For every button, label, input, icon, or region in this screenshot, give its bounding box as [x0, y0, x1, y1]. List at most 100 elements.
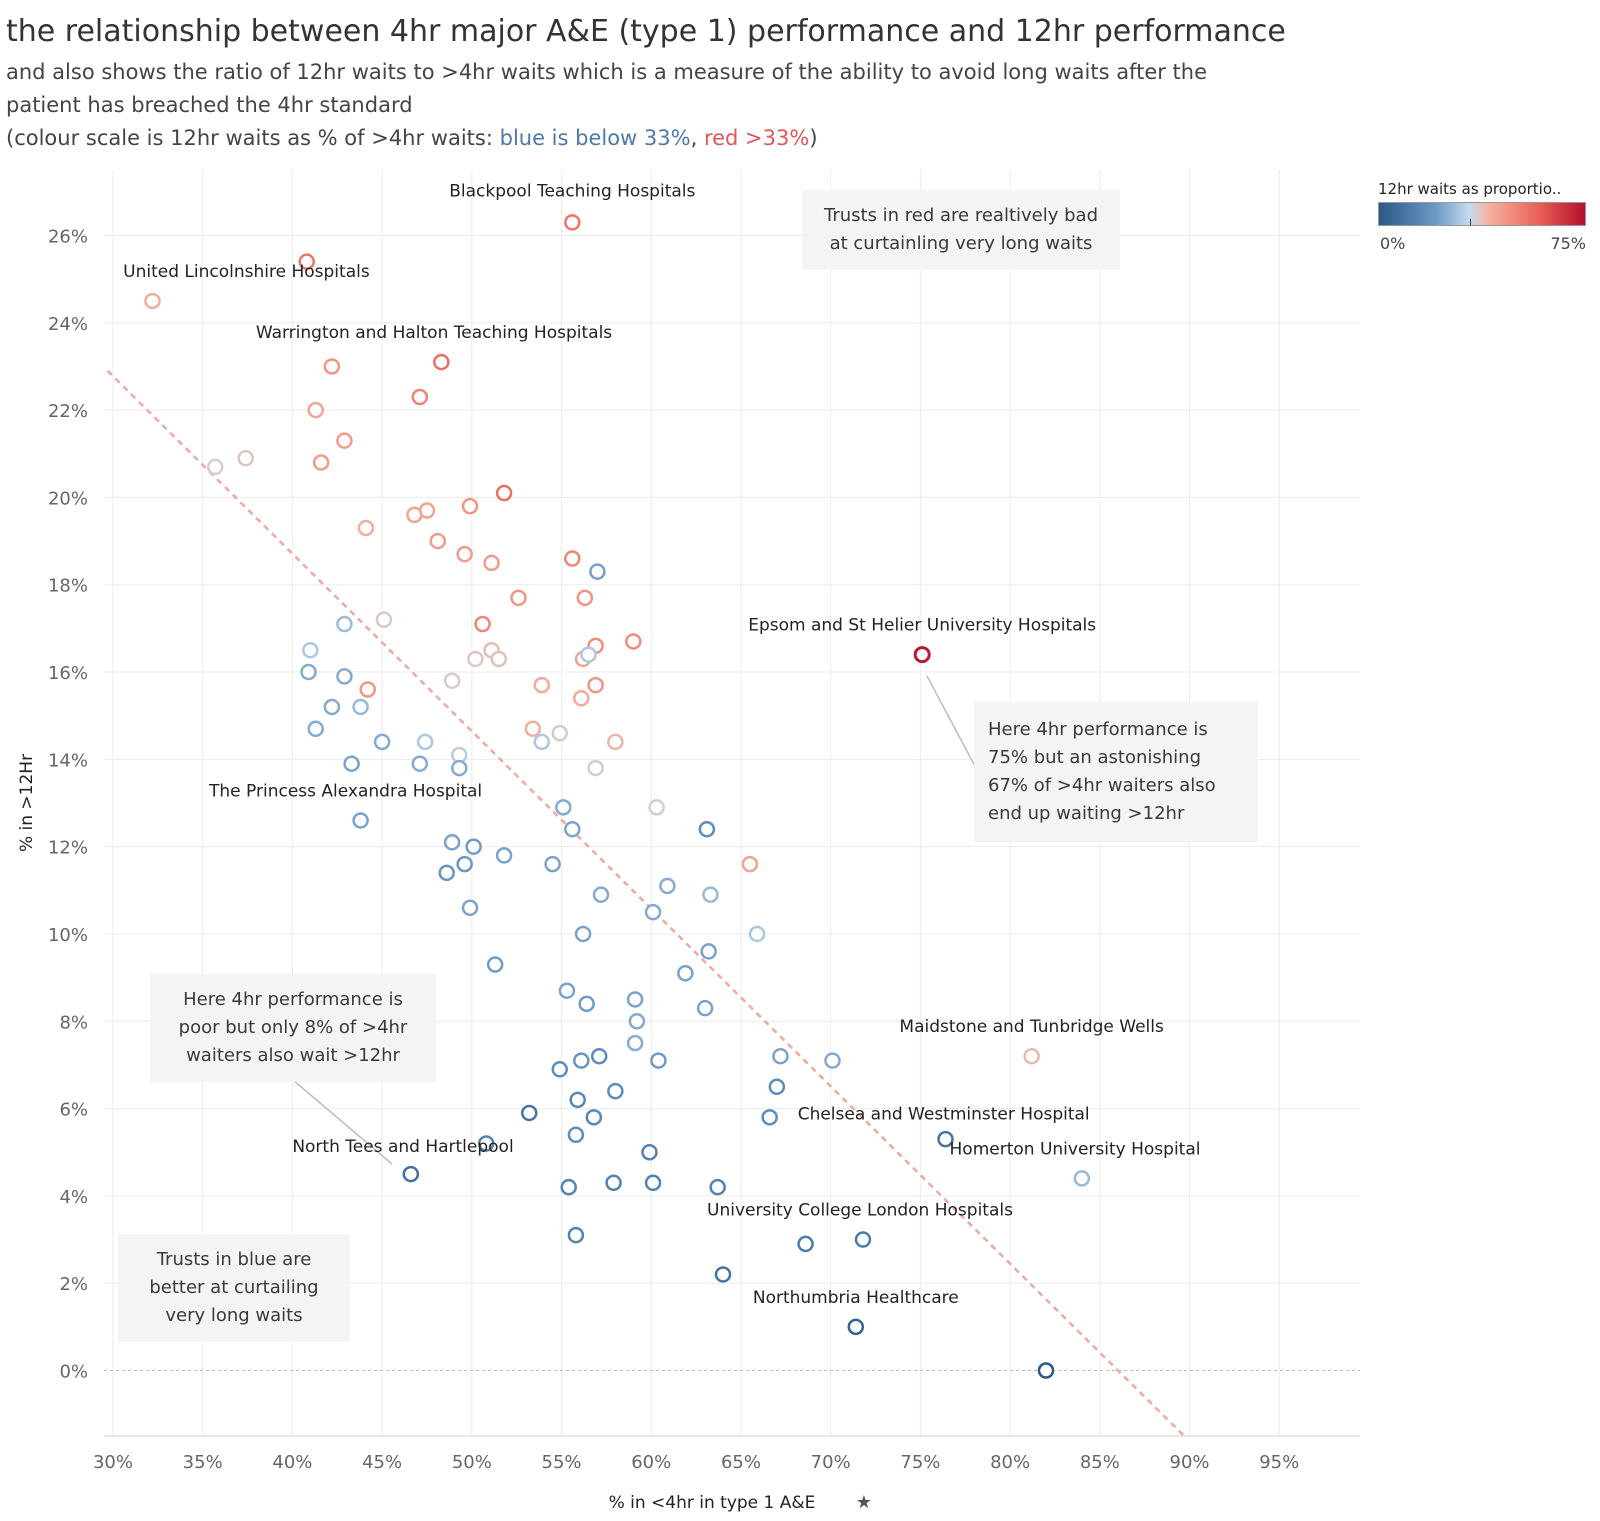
data-point[interactable] [626, 991, 644, 1008]
data-point[interactable] [486, 956, 504, 973]
data-point[interactable] [352, 698, 369, 716]
data-point[interactable] [477, 1135, 495, 1152]
data-point[interactable] [573, 1052, 590, 1069]
data-point[interactable] [490, 650, 507, 668]
data-point[interactable] [1037, 1362, 1055, 1379]
data-point[interactable] [429, 532, 446, 550]
data-point[interactable] [465, 838, 482, 855]
data-point[interactable] [578, 995, 595, 1013]
data-point[interactable] [1023, 1047, 1040, 1065]
data-point[interactable] [352, 812, 369, 829]
data-point[interactable] [520, 1104, 538, 1122]
data-point[interactable] [524, 720, 542, 738]
data-point[interactable] [644, 1174, 662, 1192]
data-point[interactable] [650, 1052, 667, 1069]
data-point[interactable] [937, 1130, 954, 1148]
data-point[interactable] [1073, 1170, 1091, 1187]
data-point[interactable] [438, 864, 455, 882]
data-point[interactable] [567, 1226, 585, 1244]
data-point[interactable] [605, 1174, 622, 1192]
data-point[interactable] [628, 1013, 646, 1030]
color-legend[interactable]: 12hr waits as proportio.. 0% 75% [1378, 180, 1596, 253]
data-point[interactable] [206, 458, 224, 476]
data-point[interactable] [433, 353, 450, 371]
data-point[interactable] [474, 615, 491, 633]
data-point[interactable] [237, 449, 254, 467]
data-point[interactable] [592, 886, 610, 903]
data-point[interactable] [696, 999, 714, 1017]
data-point[interactable] [483, 554, 500, 572]
data-point[interactable] [495, 847, 513, 864]
data-point[interactable] [797, 1235, 814, 1253]
data-point[interactable] [336, 668, 353, 685]
data-point[interactable] [580, 646, 597, 663]
data-point[interactable] [659, 877, 676, 895]
data-point[interactable] [144, 292, 161, 310]
data-point[interactable] [533, 676, 551, 694]
data-point[interactable] [702, 886, 719, 903]
data-point[interactable] [544, 855, 561, 873]
pin-icon[interactable]: ★ [856, 1492, 872, 1513]
data-point[interactable] [677, 965, 694, 982]
data-point[interactable] [648, 799, 665, 816]
data-point[interactable] [564, 820, 581, 838]
data-point[interactable] [625, 633, 642, 650]
data-point[interactable] [824, 1052, 841, 1069]
data-point[interactable] [772, 1047, 789, 1065]
data-point[interactable] [411, 388, 429, 406]
data-point[interactable] [373, 733, 391, 751]
data-point[interactable] [709, 1178, 726, 1196]
data-point[interactable] [573, 689, 590, 707]
data-point[interactable] [411, 755, 429, 772]
data-point[interactable] [357, 519, 375, 537]
data-point[interactable] [302, 641, 319, 659]
data-point[interactable] [336, 432, 353, 449]
data-point[interactable] [564, 214, 581, 231]
data-point[interactable] [416, 733, 434, 751]
data-point[interactable] [587, 759, 604, 777]
data-point[interactable] [406, 506, 423, 524]
data-point[interactable] [443, 834, 461, 851]
data-point[interactable] [467, 650, 484, 668]
data-point[interactable] [461, 899, 479, 917]
data-point[interactable] [700, 943, 717, 960]
data-point[interactable] [644, 903, 662, 921]
data-point[interactable] [913, 646, 931, 664]
data-point[interactable] [626, 1034, 644, 1052]
data-point[interactable] [574, 925, 592, 943]
data-point[interactable] [533, 733, 551, 751]
data-point[interactable] [854, 1231, 872, 1248]
data-point[interactable] [555, 799, 572, 816]
data-point[interactable] [567, 1126, 585, 1144]
data-point[interactable] [551, 724, 568, 742]
data-point[interactable] [456, 545, 473, 563]
data-point[interactable] [585, 1109, 603, 1126]
data-point[interactable] [761, 1109, 778, 1126]
data-point[interactable] [336, 615, 353, 633]
data-point[interactable] [590, 1047, 608, 1065]
data-point[interactable] [551, 1061, 568, 1078]
data-point[interactable] [451, 759, 468, 777]
data-point[interactable] [323, 358, 341, 375]
data-point[interactable] [443, 672, 461, 690]
data-point[interactable] [587, 676, 604, 694]
data-point[interactable] [558, 982, 576, 999]
data-point[interactable] [312, 454, 330, 471]
data-point[interactable] [461, 497, 479, 515]
data-point[interactable] [748, 925, 766, 943]
data-point[interactable] [607, 1082, 624, 1100]
data-point[interactable] [402, 1165, 420, 1183]
data-point[interactable] [589, 563, 606, 580]
data-point[interactable] [607, 733, 624, 751]
data-point[interactable] [298, 253, 316, 270]
data-point[interactable] [564, 550, 581, 567]
data-point[interactable] [375, 611, 393, 628]
data-point[interactable] [307, 401, 324, 419]
data-point[interactable] [714, 1266, 732, 1283]
data-point[interactable] [741, 855, 759, 873]
data-point[interactable] [847, 1318, 865, 1336]
data-point[interactable] [569, 1091, 586, 1109]
data-point[interactable] [495, 484, 513, 502]
data-point[interactable] [456, 855, 473, 873]
data-point[interactable] [323, 698, 341, 716]
